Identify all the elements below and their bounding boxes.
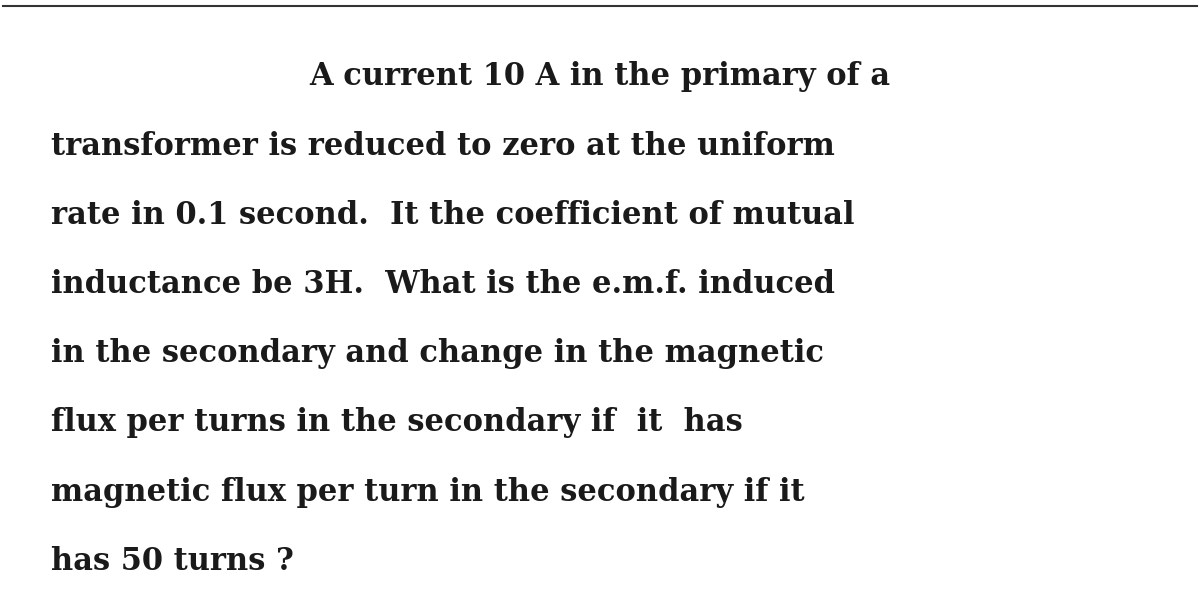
Text: flux per turns in the secondary if  it  has: flux per turns in the secondary if it ha…: [50, 407, 743, 439]
Text: magnetic flux per turn in the secondary if it: magnetic flux per turn in the secondary …: [50, 477, 804, 507]
Text: transformer is reduced to zero at the uniform: transformer is reduced to zero at the un…: [50, 131, 834, 162]
Text: A current 10 A in the primary of a: A current 10 A in the primary of a: [310, 62, 890, 92]
Text: inductance be 3H.  What is the e.m.f. induced: inductance be 3H. What is the e.m.f. ind…: [50, 269, 834, 300]
Text: rate in 0.1 second.  It the coefficient of mutual: rate in 0.1 second. It the coefficient o…: [50, 200, 854, 231]
Text: in the secondary and change in the magnetic: in the secondary and change in the magne…: [50, 338, 823, 369]
Text: has 50 turns ?: has 50 turns ?: [50, 546, 294, 577]
